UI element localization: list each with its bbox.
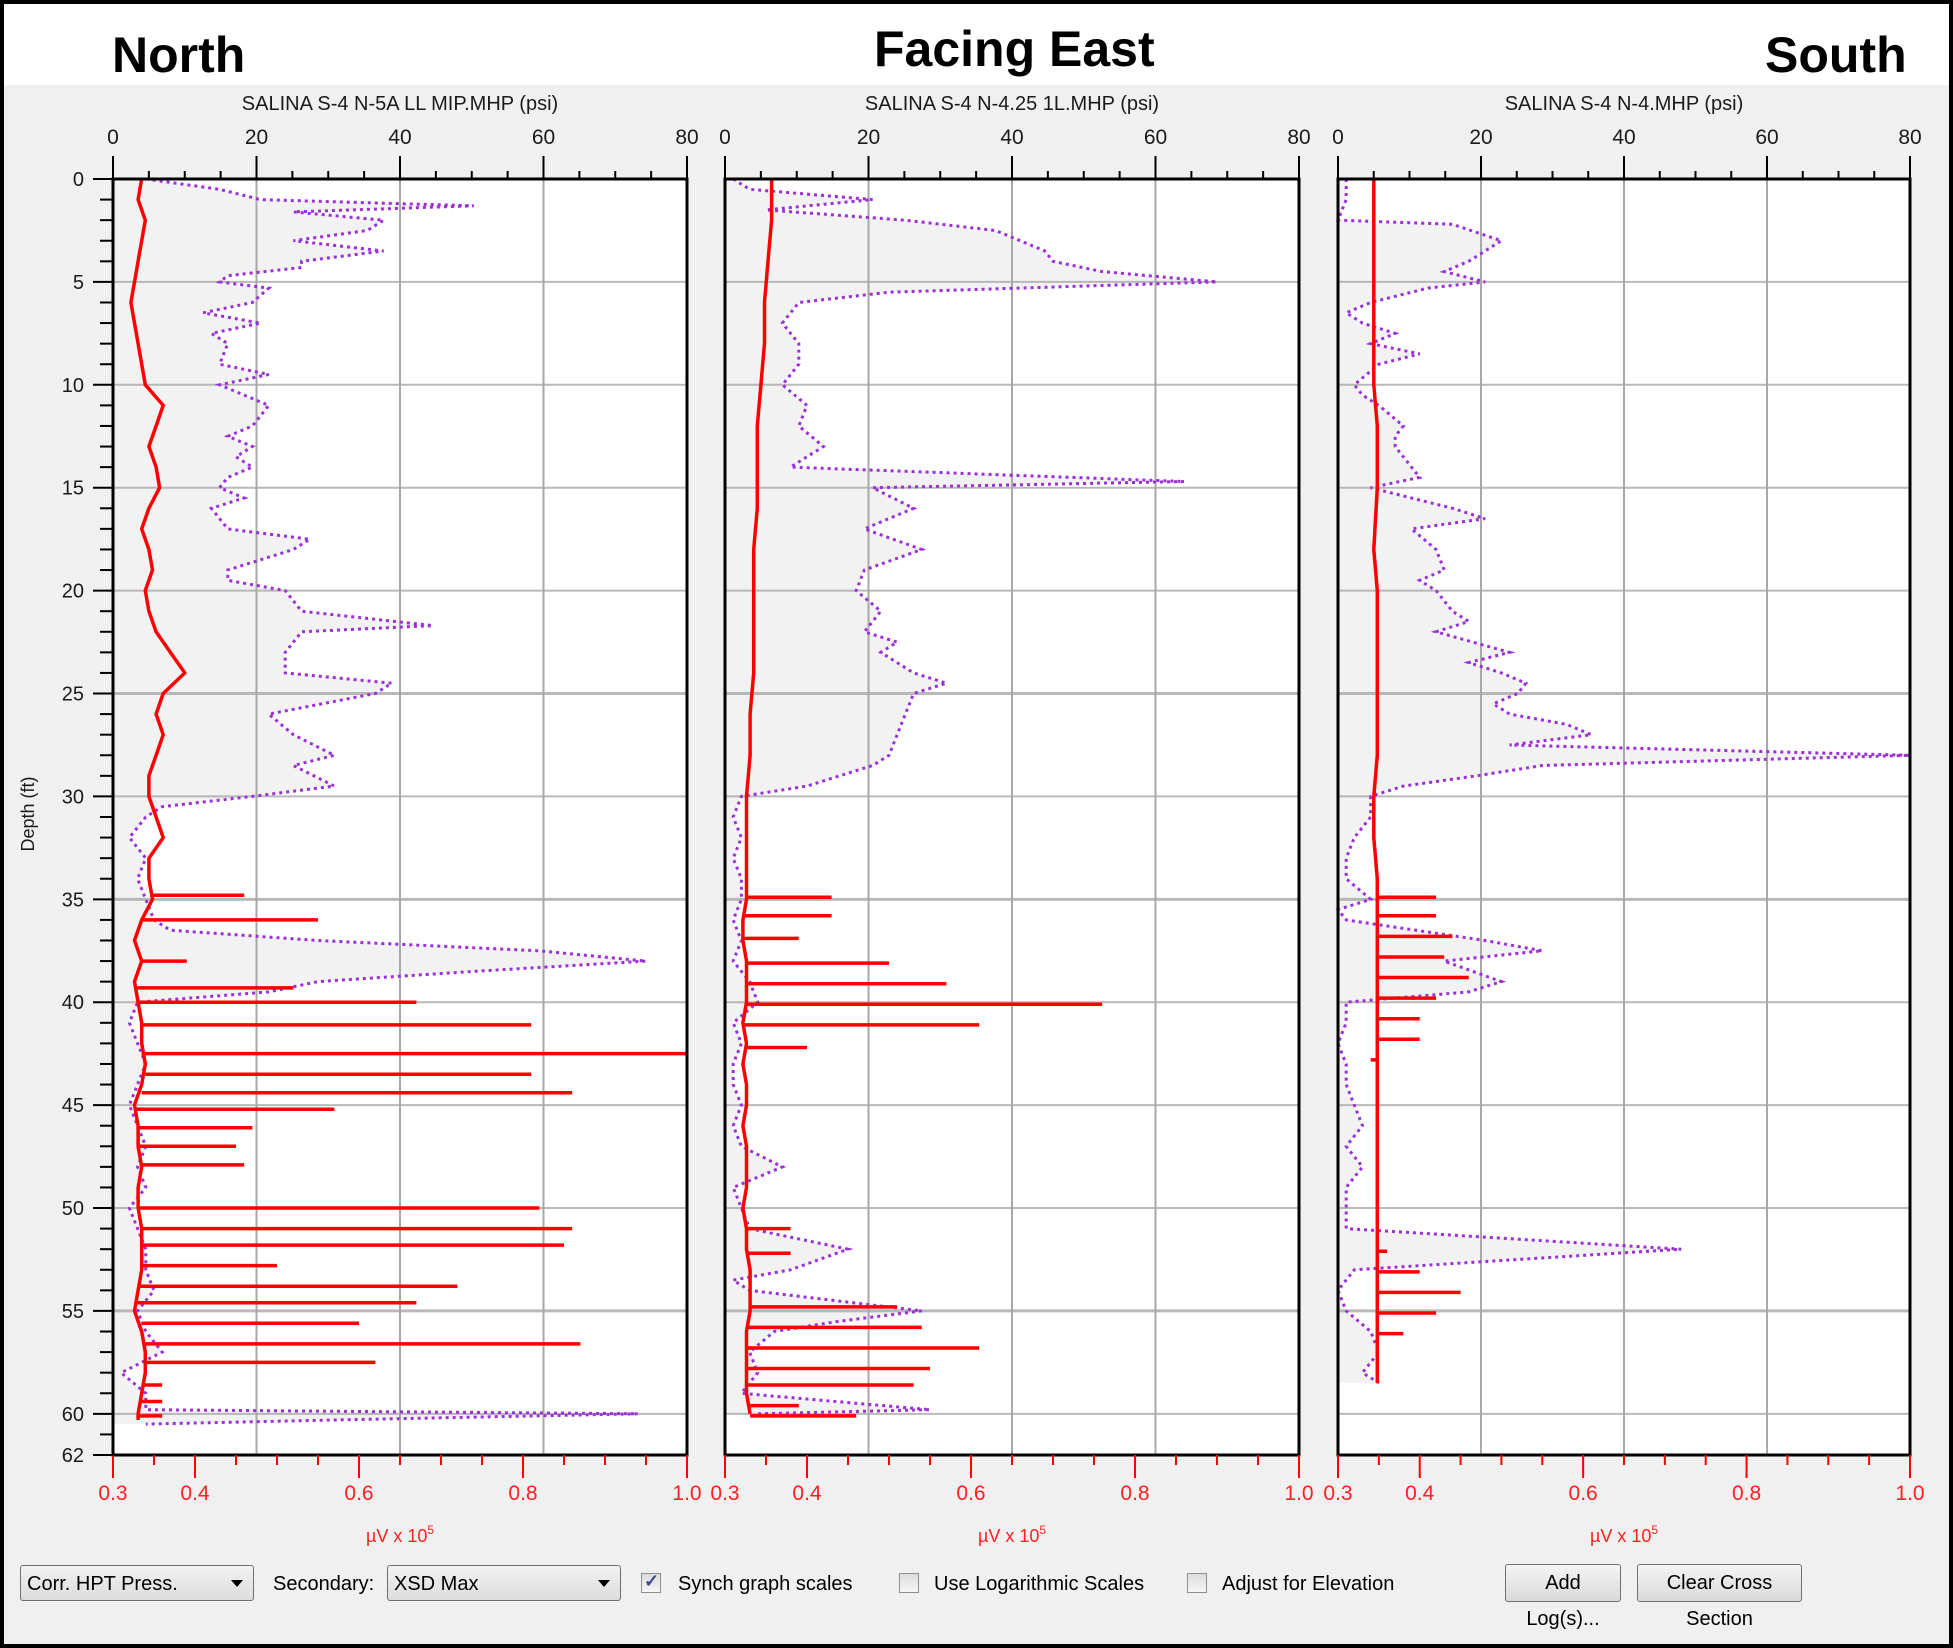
top-axis-tick-label: 40 xyxy=(1000,126,1023,149)
secondary-series-fill xyxy=(1338,179,1910,1383)
secondary-log-select[interactable]: XSD Max xyxy=(387,1565,621,1601)
bottom-axis-tick-label: 1.0 xyxy=(672,1482,701,1505)
chevron-down-icon xyxy=(231,1580,243,1587)
top-axis-tick-label: 0 xyxy=(719,126,731,149)
bottom-axis-unit-label: µV x 105 xyxy=(978,1523,1046,1546)
y-tick-label: 45 xyxy=(62,1095,84,1117)
logarithmic-scales-label: Use Logarithmic Scales xyxy=(934,1573,1145,1595)
bottom-axis-tick-label: 0.3 xyxy=(1323,1482,1352,1505)
top-axis-tick-label: 0 xyxy=(107,126,119,149)
panel-title: SALINA S-4 N-4.25 1L.MHP (psi) xyxy=(865,93,1159,115)
synch-graph-scales-label: Synch graph scales xyxy=(678,1573,853,1595)
clear-cross-section-button[interactable]: Clear Cross Section xyxy=(1637,1564,1802,1630)
bottom-axis-tick-label: 0.6 xyxy=(344,1482,373,1505)
secondary-label: Secondary: xyxy=(273,1573,375,1595)
bottom-axis-unit-label: µV x 105 xyxy=(1590,1523,1658,1546)
exponent: 5 xyxy=(1651,1523,1658,1537)
top-axis-tick-label: 40 xyxy=(388,126,411,149)
bottom-axis-tick-label: 0.8 xyxy=(1732,1482,1761,1505)
y-tick-label: 10 xyxy=(62,375,84,397)
bottom-axis-tick-label: 0.8 xyxy=(1120,1482,1149,1505)
bottom-axis-tick-label: 0.6 xyxy=(1569,1482,1598,1505)
top-axis-tick-label: 40 xyxy=(1612,126,1635,149)
adjust-for-elevation-label: Adjust for Elevation xyxy=(1222,1573,1395,1595)
top-axis-tick-label: 80 xyxy=(1898,126,1921,149)
add-logs-button[interactable]: Add Log(s)... xyxy=(1505,1564,1621,1630)
logarithmic-scales-checkbox[interactable] xyxy=(899,1573,919,1593)
top-axis-tick-label: 60 xyxy=(532,126,555,149)
y-tick-label: 25 xyxy=(62,684,84,706)
y-tick-label: 5 xyxy=(73,272,84,294)
y-axis-title: Depth (ft) xyxy=(18,776,38,851)
y-tick-label: 40 xyxy=(62,992,84,1014)
y-tick-label: 62 xyxy=(62,1445,84,1467)
primary-log-select[interactable]: Corr. HPT Press. xyxy=(20,1565,254,1601)
bottom-axis-tick-label: 0.6 xyxy=(956,1482,985,1505)
top-axis-tick-label: 80 xyxy=(1287,126,1310,149)
panel-title: SALINA S-4 N-5A LL MIP.MHP (psi) xyxy=(242,93,558,115)
facing-east-label: Facing East xyxy=(874,21,1155,77)
primary-log-value: Corr. HPT Press. xyxy=(27,1573,178,1595)
primary-series-line xyxy=(741,179,774,1415)
bottom-axis-tick-label: 0.3 xyxy=(98,1482,127,1505)
bottom-axis-tick-label: 0.4 xyxy=(792,1482,822,1505)
bottom-axis-tick-label: 0.4 xyxy=(180,1482,210,1505)
south-label: South xyxy=(1765,27,1907,83)
bottom-axis-tick-label: 0.3 xyxy=(710,1482,739,1505)
top-axis-tick-label: 80 xyxy=(675,126,698,149)
top-axis-tick-label: 20 xyxy=(1469,126,1492,149)
top-axis-tick-label: 20 xyxy=(857,126,880,149)
y-tick-label: 15 xyxy=(62,478,84,500)
bottom-axis-tick-label: 0.4 xyxy=(1405,1482,1435,1505)
y-tick-label: 35 xyxy=(62,889,84,911)
primary-series-line xyxy=(1372,179,1380,1383)
bottom-axis-tick-label: 1.0 xyxy=(1895,1482,1924,1505)
y-tick-label: 50 xyxy=(62,1198,84,1220)
y-tick-label: 0 xyxy=(73,169,84,191)
primary-series-line xyxy=(129,178,187,1420)
exponent: 5 xyxy=(1039,1523,1046,1537)
secondary-series-line xyxy=(1335,179,1911,1385)
bottom-axis-tick-label: 1.0 xyxy=(1284,1482,1313,1505)
top-axis-tick-label: 60 xyxy=(1755,126,1778,149)
cross-section-window: North Facing East South Depth (ft) 0 5 10 15… xyxy=(4,4,1949,1644)
top-axis-tick-label: 60 xyxy=(1144,126,1167,149)
adjust-for-elevation-checkbox[interactable] xyxy=(1187,1573,1207,1593)
panel-title: SALINA S-4 N-4.MHP (psi) xyxy=(1505,93,1744,115)
bottom-axis-tick-label: 0.8 xyxy=(508,1482,537,1505)
secondary-series-fill xyxy=(113,179,646,1425)
bottom-axis-unit-label: µV x 105 xyxy=(366,1523,434,1546)
y-tick-label: 30 xyxy=(62,786,84,808)
exponent: 5 xyxy=(427,1523,434,1537)
checkmark-icon: ✓ xyxy=(644,1571,660,1591)
top-axis-tick-label: 0 xyxy=(1332,126,1344,149)
y-tick-label: 20 xyxy=(62,581,84,603)
header-band: North Facing East South xyxy=(4,4,1949,85)
top-axis-tick-label: 20 xyxy=(245,126,268,149)
secondary-log-value: XSD Max xyxy=(394,1573,479,1595)
north-label: North xyxy=(112,27,246,83)
y-tick-label: 55 xyxy=(62,1301,84,1323)
y-tick-label: 60 xyxy=(62,1404,84,1426)
chevron-down-icon xyxy=(598,1580,610,1587)
synch-graph-scales-checkbox[interactable]: ✓ xyxy=(641,1571,661,1593)
